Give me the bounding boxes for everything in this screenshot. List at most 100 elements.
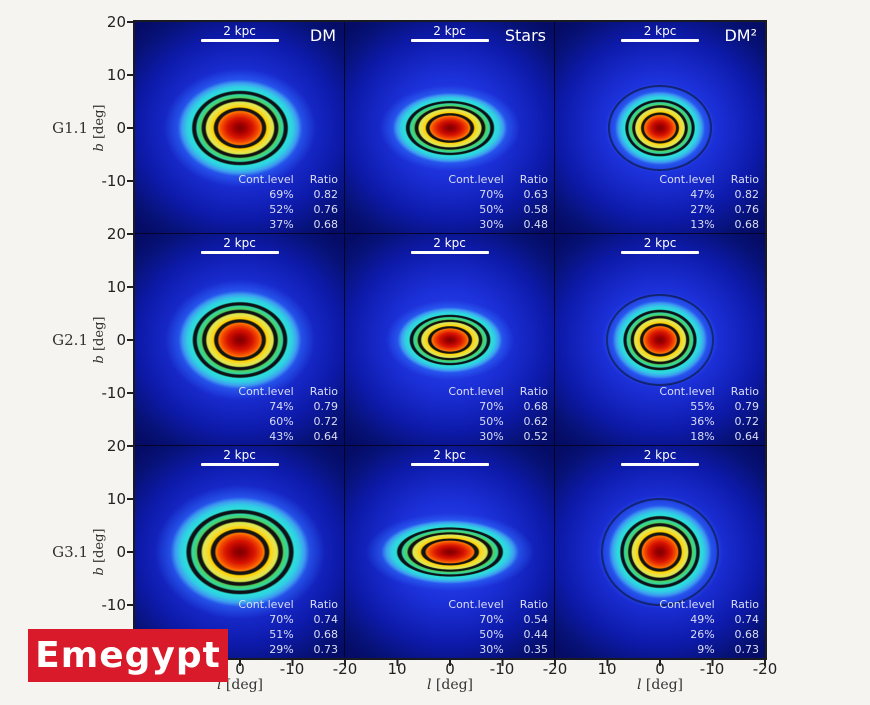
table-header-ratio: Ratio bbox=[309, 385, 338, 398]
scale-bar-label: 2 kpc bbox=[433, 236, 466, 250]
table-header-ratio: Ratio bbox=[730, 598, 759, 611]
y-axis-variable: b bbox=[92, 355, 107, 364]
scale-bar-line bbox=[200, 39, 279, 42]
table-header-ratio: Ratio bbox=[730, 173, 759, 186]
density-blob bbox=[602, 291, 718, 388]
contour-level: 30% bbox=[479, 218, 504, 231]
y-tick: 10 bbox=[106, 278, 126, 296]
contour-ratio: 0.82 bbox=[734, 188, 760, 201]
contour-level: 50% bbox=[479, 628, 504, 641]
contour-level: 70% bbox=[479, 400, 504, 413]
scale-bar-label: 2 kpc bbox=[643, 236, 677, 250]
table-header-ratio: Ratio bbox=[519, 173, 548, 186]
density-blob bbox=[379, 84, 520, 171]
table-header-level: Cont.level bbox=[659, 385, 715, 398]
y-tick: -10 bbox=[101, 384, 127, 402]
watermark-badge: Emegypt bbox=[28, 629, 228, 682]
contour-ratio: 0.58 bbox=[523, 203, 549, 216]
panel-g1-1-stars: 2 kpc Stars Cont.level Ratio 70% 0.63 50% 0… bbox=[345, 22, 555, 234]
contour-level: 55% bbox=[690, 400, 715, 413]
scale-bar-line bbox=[621, 463, 699, 466]
y-tick: -10 bbox=[101, 172, 127, 190]
contour-level: 69% bbox=[269, 188, 294, 201]
contour-ratio: 0.68 bbox=[523, 400, 549, 413]
density-blob bbox=[605, 82, 715, 173]
contour-ratio: 0.44 bbox=[523, 628, 549, 641]
y-tick: 20 bbox=[106, 437, 126, 455]
scale-bar-label: 2 kpc bbox=[223, 236, 256, 250]
table-header-ratio: Ratio bbox=[519, 598, 548, 611]
x-tick: -20 bbox=[332, 660, 358, 678]
density-blob bbox=[163, 68, 316, 187]
scale-bar-label: 2 kpc bbox=[643, 448, 677, 462]
x-axis-variable: l bbox=[636, 677, 642, 693]
contour-ratio: 0.64 bbox=[734, 430, 760, 443]
row-label-g2-1: G2.1 bbox=[52, 331, 88, 349]
contour-ratio: 0.79 bbox=[734, 400, 760, 413]
scale-bar: 2 kpc bbox=[200, 236, 279, 254]
panel-g1-1-dm2: 2 kpc DM² Cont.level Ratio 47% 0.82 27% 0.7… bbox=[555, 22, 765, 234]
scale-bar: 2 kpc bbox=[200, 24, 279, 42]
contour-ratio: 0.79 bbox=[313, 400, 339, 413]
contour-level: 70% bbox=[479, 613, 504, 626]
x-tick: 0 bbox=[655, 660, 665, 678]
density-blob bbox=[597, 495, 723, 609]
contour-level: 29% bbox=[269, 643, 294, 656]
density-blob bbox=[154, 485, 325, 619]
scale-bar: 2 kpc bbox=[200, 448, 279, 466]
table-header-level: Cont.level bbox=[238, 173, 294, 186]
row-label-g1-1: G1.1 bbox=[52, 119, 88, 137]
x-tick: -10 bbox=[279, 660, 305, 678]
x-axis-label-col3: l [deg] bbox=[630, 677, 690, 694]
contour-ratio: 0.48 bbox=[523, 218, 549, 231]
contour-level: 37% bbox=[269, 218, 294, 231]
contour-level: 30% bbox=[479, 643, 504, 656]
contour-ratio: 0.74 bbox=[313, 613, 339, 626]
contour-table: Cont.level Ratio 55% 0.79 36% 0.72 18% 0.64 bbox=[659, 384, 759, 444]
y-tick: 10 bbox=[106, 490, 126, 508]
x-tick: 0 bbox=[235, 660, 245, 678]
contour-ratio: 0.62 bbox=[523, 415, 549, 428]
table-header-ratio: Ratio bbox=[730, 385, 759, 398]
scale-bar-line bbox=[410, 251, 489, 254]
contour-table: Cont.level Ratio 74% 0.79 60% 0.72 43% 0.64 bbox=[238, 384, 338, 444]
y-tick: -10 bbox=[101, 596, 127, 614]
panel-g1-1-dm: 2 kpc DM Cont.level Ratio 69% 0.82 52% 0.76… bbox=[135, 22, 345, 234]
contour-ratio: 0.72 bbox=[734, 415, 760, 428]
y-tick: 10 bbox=[106, 66, 126, 84]
x-tick: -10 bbox=[699, 660, 725, 678]
x-axis-tick-marks bbox=[134, 660, 767, 666]
scale-bar-label: 2 kpc bbox=[223, 448, 256, 462]
contour-level: 70% bbox=[479, 188, 504, 201]
contour-level: 51% bbox=[269, 628, 294, 641]
scale-bar-label: 2 kpc bbox=[433, 24, 466, 38]
contour-level: 43% bbox=[269, 430, 294, 443]
x-axis-label-col2: l [deg] bbox=[420, 677, 480, 694]
scale-bar-label: 2 kpc bbox=[433, 448, 466, 462]
x-tick: 10 bbox=[387, 660, 407, 678]
table-header-level: Cont.level bbox=[448, 598, 504, 611]
contour-level: 36% bbox=[690, 415, 715, 428]
contour-ratio: 0.64 bbox=[313, 430, 339, 443]
contour-ratio: 0.73 bbox=[313, 643, 339, 656]
x-tick: -20 bbox=[752, 660, 778, 678]
y-tick: 0 bbox=[116, 543, 126, 561]
contour-table: Cont.level Ratio 70% 0.74 51% 0.68 29% 0.73 bbox=[238, 597, 338, 657]
contour-ratio: 0.35 bbox=[523, 643, 549, 656]
contour-level: 50% bbox=[479, 415, 504, 428]
scale-bar-line bbox=[621, 39, 699, 42]
contour-level: 18% bbox=[690, 430, 715, 443]
contour-ratio: 0.63 bbox=[523, 188, 549, 201]
scale-bar: 2 kpc bbox=[410, 24, 489, 42]
scale-bar-label: 2 kpc bbox=[223, 24, 256, 38]
table-header-level: Cont.level bbox=[238, 385, 294, 398]
scale-bar: 2 kpc bbox=[621, 449, 699, 466]
x-tick: 10 bbox=[597, 660, 617, 678]
contour-level: 30% bbox=[479, 430, 504, 443]
scale-bar: 2 kpc bbox=[621, 237, 699, 254]
contour-ratio: 0.54 bbox=[523, 613, 549, 626]
contour-table: Cont.level Ratio 70% 0.68 50% 0.62 30% 0.52 bbox=[448, 384, 548, 444]
x-axis-variable: l bbox=[426, 677, 432, 693]
y-axis-tick-marks bbox=[127, 21, 135, 660]
